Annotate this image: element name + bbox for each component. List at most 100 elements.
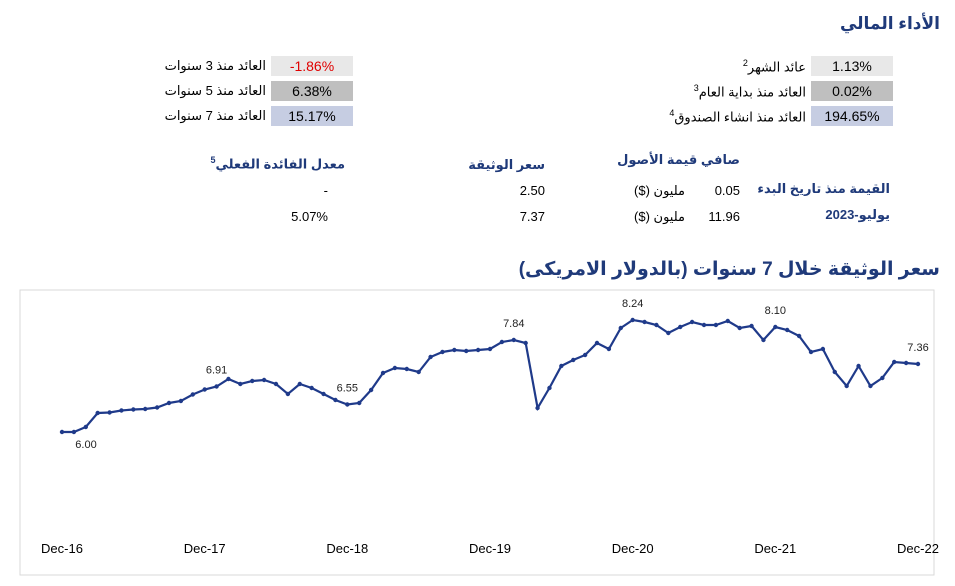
point bbox=[618, 325, 623, 331]
return-value: 1.13% bbox=[811, 56, 893, 76]
point bbox=[475, 347, 481, 353]
nav-unit: مليون ($) bbox=[634, 183, 685, 198]
point bbox=[832, 369, 837, 375]
point bbox=[689, 319, 695, 325]
point bbox=[178, 398, 184, 404]
point bbox=[868, 383, 873, 389]
point bbox=[785, 327, 790, 333]
point bbox=[250, 378, 255, 384]
point bbox=[713, 322, 719, 328]
point bbox=[309, 385, 314, 391]
point bbox=[71, 429, 77, 435]
point bbox=[880, 375, 885, 381]
return-label: العائد منذ 7 سنوات bbox=[165, 108, 266, 124]
nav-value: 0.05 bbox=[714, 183, 740, 198]
return-label: العائد منذ بداية العام3 bbox=[694, 83, 806, 100]
point bbox=[83, 424, 88, 430]
point bbox=[499, 339, 505, 345]
x-tick-label: Dec-22 bbox=[897, 541, 939, 556]
point bbox=[416, 369, 421, 375]
footnote-mark: 4 bbox=[669, 108, 675, 118]
data-label: 7.36 bbox=[907, 342, 928, 354]
point bbox=[95, 410, 100, 416]
header-rate: معدل الفائدة الفعلي5 bbox=[210, 155, 345, 172]
point bbox=[392, 365, 398, 371]
return-label: العائد منذ انشاء الصندوق4 bbox=[669, 108, 806, 125]
header-nav: صافي قيمة الأصول bbox=[617, 152, 740, 167]
point bbox=[606, 346, 612, 352]
point bbox=[345, 402, 350, 407]
point bbox=[143, 406, 148, 412]
point bbox=[238, 381, 243, 387]
title: الأداء المالي bbox=[839, 14, 940, 33]
point bbox=[773, 324, 778, 330]
point bbox=[571, 357, 576, 363]
point bbox=[630, 317, 635, 323]
label-text: عائد الشهر bbox=[747, 59, 806, 75]
label-text: العائد منذ 5 سنوات bbox=[164, 83, 266, 98]
return-value: -1.86% bbox=[271, 56, 353, 76]
x-tick-label: Dec-16 bbox=[41, 541, 83, 556]
point bbox=[856, 363, 861, 369]
data-label: 8.24 bbox=[622, 298, 643, 310]
chart-title: سعر الوثيقة خلال 7 سنوات (بالدولار الامر… bbox=[518, 259, 940, 280]
data-label: 7.84 bbox=[503, 318, 524, 330]
data-label: 8.10 bbox=[765, 305, 786, 317]
point bbox=[59, 429, 65, 435]
data-label: 6.00 bbox=[75, 439, 96, 451]
point bbox=[285, 391, 291, 397]
data-label: 6.55 bbox=[337, 383, 358, 395]
point bbox=[214, 384, 219, 389]
point bbox=[202, 387, 207, 392]
point bbox=[119, 408, 124, 413]
x-tick-label: Dec-17 bbox=[184, 541, 226, 556]
label-text: العائد منذ 3 سنوات bbox=[164, 58, 266, 73]
point bbox=[547, 385, 552, 391]
point bbox=[820, 346, 826, 352]
point bbox=[333, 397, 338, 403]
x-tick-label: Dec-18 bbox=[326, 541, 368, 556]
row-label: يوليو-2023 bbox=[825, 207, 890, 222]
point bbox=[297, 381, 302, 387]
point bbox=[678, 324, 683, 330]
point bbox=[368, 387, 374, 393]
point bbox=[428, 354, 433, 360]
row-label: القيمة منذ تاريخ البدء bbox=[757, 181, 890, 196]
x-tick-label: Dec-21 bbox=[754, 541, 796, 556]
data-label: 6.91 bbox=[206, 365, 227, 377]
point bbox=[808, 349, 814, 355]
nav-unit: مليون ($) bbox=[634, 209, 685, 224]
point bbox=[131, 407, 136, 412]
label-text: العائد منذ بداية العام bbox=[698, 84, 806, 100]
point bbox=[796, 333, 802, 339]
return-value: 6.38% bbox=[271, 81, 353, 101]
point bbox=[535, 405, 540, 411]
point bbox=[107, 410, 112, 415]
point bbox=[226, 376, 231, 382]
point bbox=[321, 391, 326, 397]
point bbox=[701, 322, 707, 328]
label-text: العائد منذ 7 سنوات bbox=[164, 108, 266, 123]
point bbox=[749, 323, 754, 329]
label-text: العائد منذ انشاء الصندوق bbox=[674, 109, 806, 125]
point bbox=[487, 346, 493, 352]
footnote-mark: 3 bbox=[693, 83, 699, 93]
price-value: 2.50 bbox=[519, 183, 545, 198]
nav-value: 11.96 bbox=[708, 209, 740, 224]
point bbox=[166, 400, 172, 406]
point bbox=[892, 359, 897, 365]
footnote-mark: 5 bbox=[210, 155, 216, 165]
point bbox=[737, 325, 742, 331]
point bbox=[523, 340, 528, 346]
x-tick-label: Dec-19 bbox=[469, 541, 511, 556]
rate-value: 5.07% bbox=[291, 209, 328, 224]
header-price: سعر الوثيقة bbox=[468, 157, 545, 172]
footnote-mark: 2 bbox=[742, 58, 748, 68]
return-label: العائد منذ 5 سنوات bbox=[165, 83, 266, 99]
chart-frame bbox=[19, 289, 935, 576]
point bbox=[357, 400, 362, 406]
point bbox=[903, 360, 909, 366]
point bbox=[452, 347, 457, 353]
point bbox=[154, 405, 160, 410]
